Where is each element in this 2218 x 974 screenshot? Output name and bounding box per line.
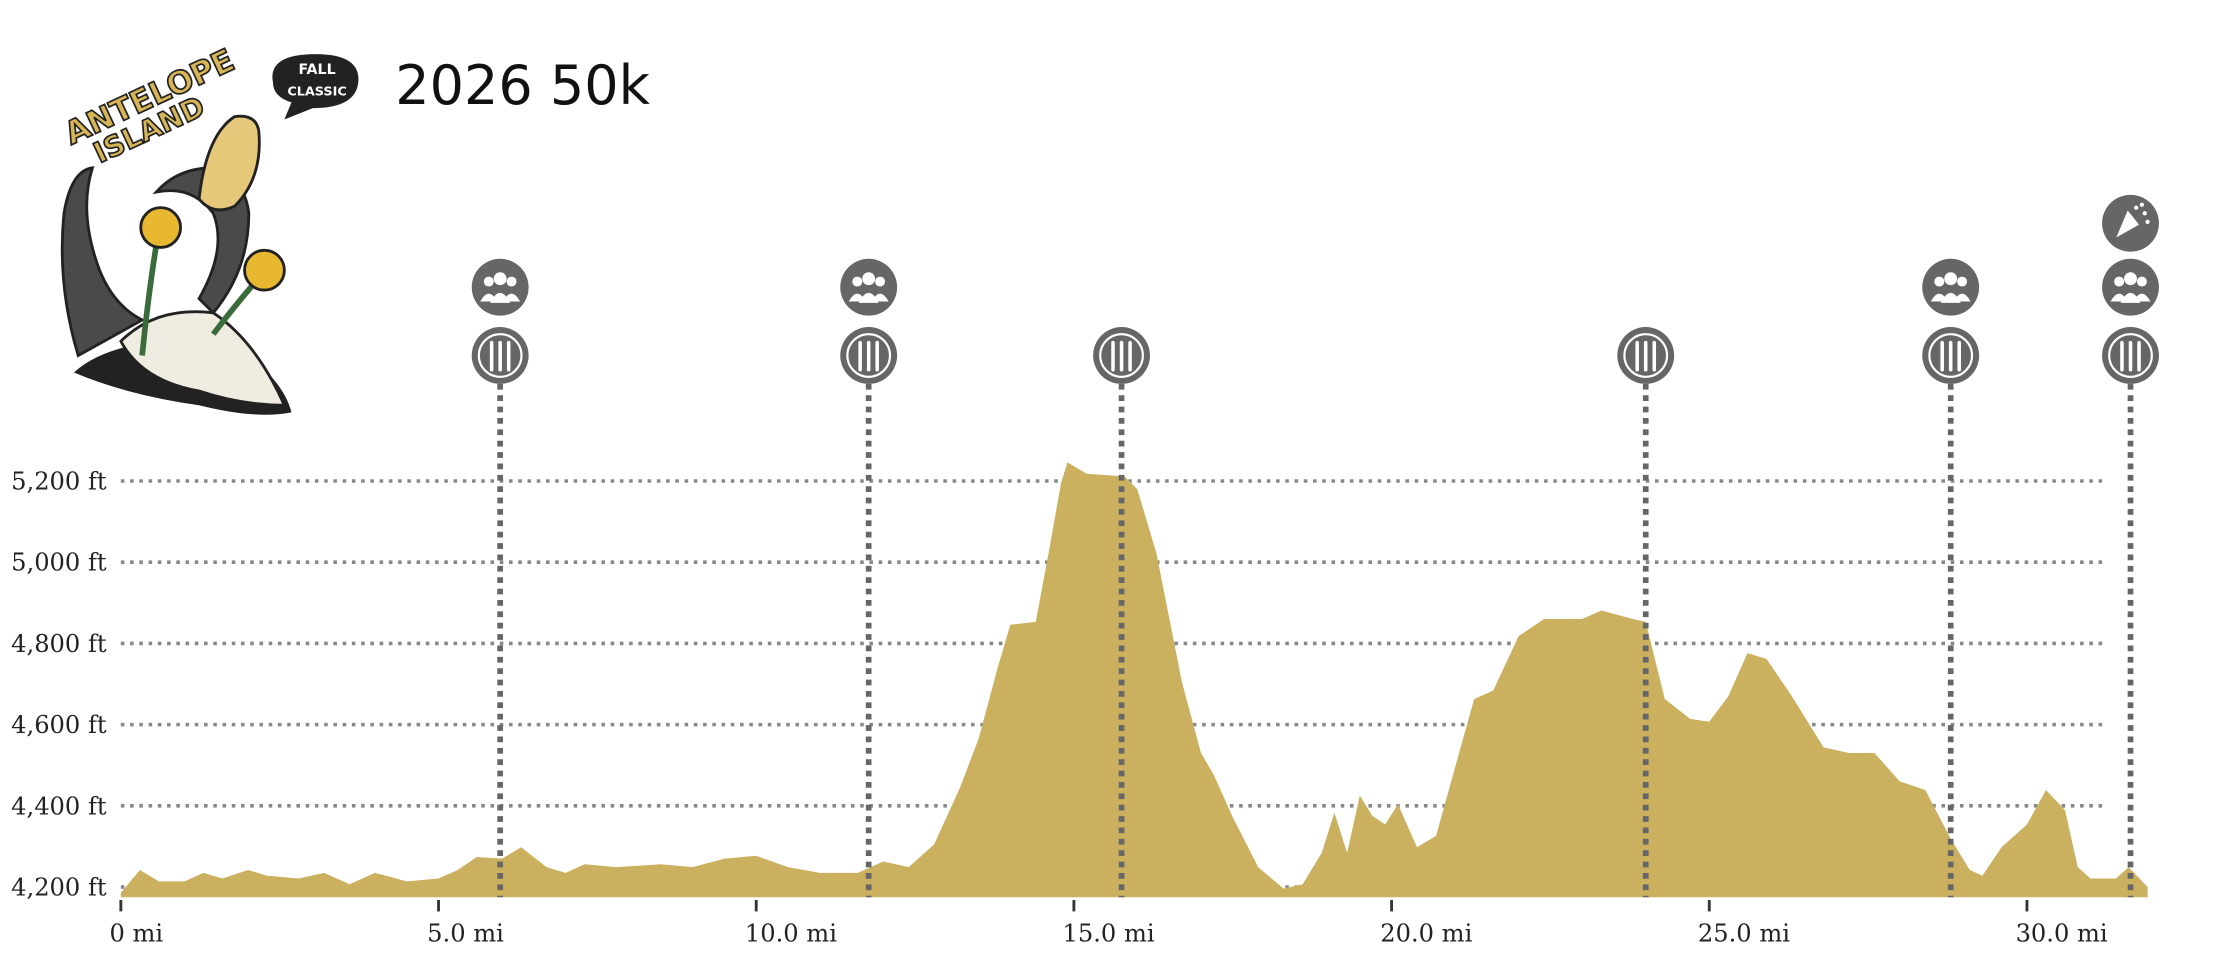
food-icon	[2102, 327, 2159, 384]
person-head	[2114, 276, 2125, 287]
y-tick-label: 5,200 ft	[11, 468, 107, 496]
food-icon	[840, 327, 898, 384]
icon-ring	[1623, 333, 1669, 378]
x-tick-label: 30.0 mi	[2016, 919, 2108, 947]
confetti	[2116, 210, 2140, 238]
person-head	[862, 272, 876, 286]
y-tick-label: 4,400 ft	[11, 792, 107, 820]
crew-icon	[2102, 258, 2159, 316]
confetti-dot	[2139, 202, 2145, 207]
person-head	[493, 272, 507, 286]
person-body	[480, 292, 521, 303]
food-icon	[1093, 327, 1150, 384]
crew-icon	[840, 258, 898, 316]
person-head	[875, 276, 886, 287]
icon-ring	[2108, 333, 2153, 378]
elevation-area	[120, 462, 2148, 898]
x-tick-label: 5.0 mi	[427, 919, 504, 947]
icon-ring	[1928, 333, 1974, 378]
icon-bg	[2102, 258, 2159, 316]
logo: FALL CLASSIC ANTELOPE ISLAND	[58, 42, 359, 415]
icon-ring	[846, 333, 892, 378]
antler	[60, 166, 146, 358]
icon-bg	[471, 258, 529, 316]
person-head	[506, 276, 517, 287]
person-head	[1957, 276, 1968, 287]
person-head	[483, 276, 494, 287]
speech-bubble	[272, 54, 359, 120]
y-tick-label: 4,600 ft	[11, 711, 107, 739]
person-head	[1944, 272, 1958, 286]
skull	[119, 310, 287, 407]
confetti-dot	[2134, 205, 2139, 210]
person-body	[2110, 292, 2151, 303]
bird	[197, 114, 261, 212]
logo-text: FALL	[298, 62, 335, 78]
chart-title: 2026 50k	[395, 54, 650, 117]
y-tick-label: 4,200 ft	[11, 874, 107, 902]
person-body	[1930, 292, 1971, 303]
icon-bg	[840, 258, 898, 316]
food-icon	[1617, 327, 1675, 384]
x-tick-label: 20.0 mi	[1380, 919, 1472, 947]
person-head	[2124, 272, 2137, 286]
icon-ring	[1099, 333, 1144, 378]
flower	[243, 248, 286, 292]
y-tick-label: 4,800 ft	[11, 630, 107, 658]
food-icon	[471, 327, 529, 384]
logo-text: CLASSIC	[287, 84, 346, 99]
flower	[139, 206, 182, 249]
confetti-dot	[2145, 219, 2150, 224]
crew-icon	[471, 258, 529, 316]
food-icon	[1922, 327, 1980, 384]
x-tick-label: 25.0 mi	[1698, 919, 1790, 947]
crew-icon	[1922, 258, 1980, 316]
icon-ring	[477, 333, 523, 378]
icon-bg	[1922, 258, 1980, 316]
x-tick-label: 10.0 mi	[745, 919, 837, 947]
person-head	[852, 276, 863, 287]
person-body	[848, 292, 889, 303]
y-tick-label: 5,000 ft	[11, 549, 107, 577]
confetti-dot	[2142, 211, 2147, 216]
finish-icon	[2102, 194, 2159, 252]
x-tick-label: 15.0 mi	[1063, 919, 1155, 947]
person-head	[1934, 276, 1945, 287]
x-tick-label: 0 mi	[109, 919, 163, 947]
person-head	[2136, 276, 2147, 287]
